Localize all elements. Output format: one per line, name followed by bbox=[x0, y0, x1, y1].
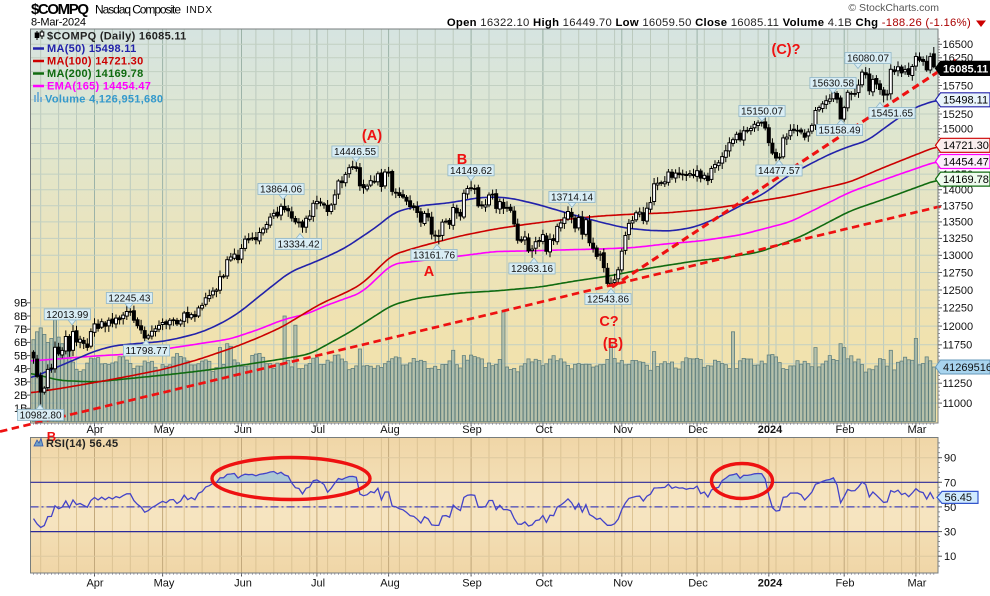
svg-text:15750: 15750 bbox=[943, 80, 974, 92]
svg-text:(B): (B) bbox=[603, 336, 623, 352]
svg-text:Nasdaq Composite: Nasdaq Composite bbox=[95, 3, 181, 17]
svg-text:Aug: Aug bbox=[380, 424, 400, 436]
svg-text:16080.07: 16080.07 bbox=[847, 54, 889, 65]
svg-text:13714.14: 13714.14 bbox=[551, 193, 593, 204]
svg-text:10: 10 bbox=[944, 551, 956, 563]
svg-text:May: May bbox=[154, 578, 175, 590]
svg-text:12543.86: 12543.86 bbox=[587, 295, 629, 306]
svg-text:MA(100) 14721.30: MA(100) 14721.30 bbox=[47, 56, 144, 68]
svg-text:30: 30 bbox=[944, 527, 956, 539]
svg-text:Mar: Mar bbox=[908, 578, 927, 590]
svg-text:12245.43: 12245.43 bbox=[108, 294, 150, 305]
svg-text:Oct: Oct bbox=[535, 578, 552, 590]
svg-text:14446.55: 14446.55 bbox=[334, 147, 376, 158]
svg-text:B: B bbox=[457, 152, 467, 168]
svg-text:15250: 15250 bbox=[943, 109, 974, 121]
svg-text:9B: 9B bbox=[14, 298, 27, 310]
svg-text:2024: 2024 bbox=[758, 578, 783, 590]
svg-text:10982.80: 10982.80 bbox=[20, 411, 62, 422]
svg-text:(A): (A) bbox=[362, 128, 382, 144]
svg-text:90: 90 bbox=[944, 453, 956, 465]
svg-text:8B: 8B bbox=[14, 311, 27, 323]
svg-text:7B: 7B bbox=[14, 324, 27, 336]
svg-text:13500: 13500 bbox=[943, 217, 974, 229]
svg-text:Dec: Dec bbox=[688, 424, 708, 436]
svg-text:4126951680: 4126951680 bbox=[943, 362, 990, 374]
svg-text:Jul: Jul bbox=[311, 578, 325, 590]
svg-text:4B: 4B bbox=[14, 364, 27, 376]
svg-text:May: May bbox=[154, 424, 175, 436]
svg-text:MA(50) 15498.11: MA(50) 15498.11 bbox=[47, 43, 137, 55]
svg-text:12013.99: 12013.99 bbox=[46, 310, 88, 321]
svg-text:15630.58: 15630.58 bbox=[812, 79, 854, 90]
svg-text:Jun: Jun bbox=[234, 578, 252, 590]
svg-text:5B: 5B bbox=[14, 350, 27, 362]
svg-text:Apr: Apr bbox=[86, 424, 103, 436]
svg-text:Volume 4,126,951,680: Volume 4,126,951,680 bbox=[45, 94, 163, 106]
svg-text:16085.11: 16085.11 bbox=[943, 63, 988, 75]
svg-text:Feb: Feb bbox=[836, 578, 855, 590]
svg-text:13000: 13000 bbox=[943, 250, 974, 262]
svg-text:15000: 15000 bbox=[943, 124, 974, 136]
svg-text:(C)?: (C)? bbox=[772, 42, 801, 58]
svg-text:Open 16322.10 High 16449.70 Lo: Open 16322.10 High 16449.70 Low 16059.50… bbox=[447, 17, 971, 29]
svg-text:15158.49: 15158.49 bbox=[819, 126, 861, 137]
svg-text:12963.16: 12963.16 bbox=[511, 264, 553, 275]
svg-text:Jul: Jul bbox=[311, 424, 325, 436]
svg-text:11250: 11250 bbox=[943, 378, 973, 390]
svg-text:15451.65: 15451.65 bbox=[871, 109, 913, 120]
svg-text:EMA(165) 14454.47: EMA(165) 14454.47 bbox=[47, 81, 151, 93]
svg-text:70: 70 bbox=[944, 477, 956, 489]
svg-text:16500: 16500 bbox=[943, 39, 974, 51]
svg-text:Feb: Feb bbox=[836, 424, 855, 436]
svg-text:15498.11: 15498.11 bbox=[943, 95, 988, 107]
svg-text:13250: 13250 bbox=[943, 233, 974, 245]
svg-text:2024: 2024 bbox=[758, 424, 783, 436]
svg-text:RSI(14) 56.45: RSI(14) 56.45 bbox=[46, 438, 118, 450]
svg-text:Apr: Apr bbox=[86, 578, 103, 590]
svg-text:14477.57: 14477.57 bbox=[758, 166, 800, 177]
svg-text:12250: 12250 bbox=[943, 303, 974, 315]
svg-text:14721.30: 14721.30 bbox=[943, 140, 989, 152]
svg-text:Oct: Oct bbox=[535, 424, 552, 436]
svg-text:12500: 12500 bbox=[943, 285, 974, 297]
svg-text:Dec: Dec bbox=[688, 578, 708, 590]
svg-text:12000: 12000 bbox=[943, 321, 974, 333]
svg-text:8-Mar-2024: 8-Mar-2024 bbox=[31, 17, 86, 29]
svg-text:Aug: Aug bbox=[380, 578, 400, 590]
svg-text:$COMPQ (Daily) 16085.11: $COMPQ (Daily) 16085.11 bbox=[47, 31, 187, 43]
svg-text:$COMPQ: $COMPQ bbox=[31, 1, 89, 18]
svg-text:13334.42: 13334.42 bbox=[278, 240, 320, 251]
svg-text:13161.76: 13161.76 bbox=[413, 251, 455, 262]
svg-text:12750: 12750 bbox=[943, 267, 974, 279]
svg-text:Sep: Sep bbox=[462, 424, 482, 436]
svg-text:11798.77: 11798.77 bbox=[126, 346, 168, 357]
svg-text:Jun: Jun bbox=[234, 424, 252, 436]
svg-text:3B: 3B bbox=[14, 377, 27, 389]
svg-text:Nov: Nov bbox=[613, 424, 633, 436]
svg-text:MA(200) 14169.78: MA(200) 14169.78 bbox=[47, 68, 144, 80]
svg-text:Mar: Mar bbox=[908, 424, 927, 436]
svg-text:INDX: INDX bbox=[186, 5, 212, 16]
svg-text:14169.78: 14169.78 bbox=[943, 174, 989, 186]
svg-text:2B: 2B bbox=[14, 390, 27, 402]
svg-text:15150.07: 15150.07 bbox=[741, 107, 783, 118]
svg-text:14454.47: 14454.47 bbox=[943, 156, 989, 168]
svg-text:11750: 11750 bbox=[943, 340, 973, 352]
svg-text:11000: 11000 bbox=[943, 398, 973, 410]
svg-text:Sep: Sep bbox=[462, 578, 482, 590]
svg-text:Nov: Nov bbox=[613, 578, 633, 590]
svg-text:56.45: 56.45 bbox=[945, 492, 973, 504]
svg-text:13864.06: 13864.06 bbox=[260, 185, 302, 196]
svg-text:© StockCharts.com: © StockCharts.com bbox=[848, 2, 939, 14]
svg-text:A: A bbox=[424, 264, 435, 280]
svg-text:C?: C? bbox=[599, 314, 618, 330]
svg-text:13750: 13750 bbox=[943, 201, 974, 213]
svg-text:6B: 6B bbox=[14, 337, 27, 349]
